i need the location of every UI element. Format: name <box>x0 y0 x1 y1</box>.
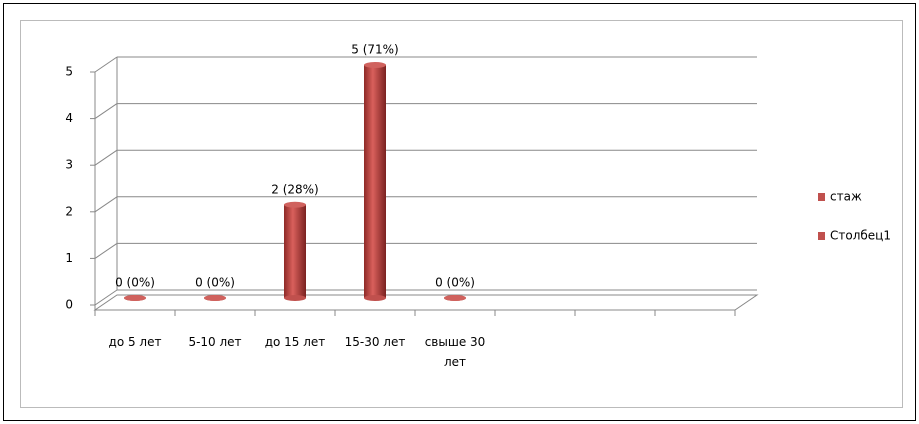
bar-top <box>204 295 226 301</box>
bar-top <box>444 295 466 301</box>
bar <box>444 295 466 301</box>
bar <box>284 201 306 301</box>
x-tick-label: до 15 лет <box>264 335 326 349</box>
grid-line <box>94 242 118 259</box>
bar-base <box>364 295 386 301</box>
x-tick-label: 5-10 лет <box>188 335 242 349</box>
x-tick-label: до 5 лет <box>108 335 162 349</box>
data-label: 0 (0%) <box>195 276 235 290</box>
legend-label: стаж <box>830 190 862 204</box>
bar-body <box>284 204 306 298</box>
grid-line <box>94 149 118 166</box>
bar <box>124 295 146 301</box>
x-tick-label: 15-30 лет <box>344 335 406 349</box>
grid-line <box>94 56 118 73</box>
bar <box>364 62 386 301</box>
x-tick-label: свыше 30 лет <box>424 335 486 369</box>
grid-line <box>94 289 118 306</box>
y-tick-label: 5 <box>65 65 73 79</box>
bar-top <box>124 295 146 301</box>
bar <box>204 295 226 301</box>
legend-swatch <box>818 193 825 201</box>
bar-body <box>364 65 386 298</box>
legend-label: Столбец1 <box>830 229 891 243</box>
bar-top <box>364 62 386 68</box>
data-label: 2 (28%) <box>271 182 318 196</box>
y-tick-label: 0 <box>65 298 73 312</box>
data-label: 0 (0%) <box>115 276 155 290</box>
y-tick-label: 3 <box>65 158 73 172</box>
bar-top <box>284 201 306 208</box>
data-label: 5 (71%) <box>351 43 398 57</box>
y-tick-label: 1 <box>65 251 73 265</box>
grid-line <box>94 103 118 120</box>
chart-area <box>20 20 903 408</box>
floor <box>93 294 759 311</box>
data-label: 0 (0%) <box>435 276 475 290</box>
outer-frame <box>3 3 916 421</box>
grid-line <box>94 196 118 213</box>
y-tick-label: 4 <box>65 111 73 125</box>
bar-base <box>284 295 306 301</box>
y-tick-label: 2 <box>65 204 73 218</box>
legend-swatch <box>818 232 825 240</box>
